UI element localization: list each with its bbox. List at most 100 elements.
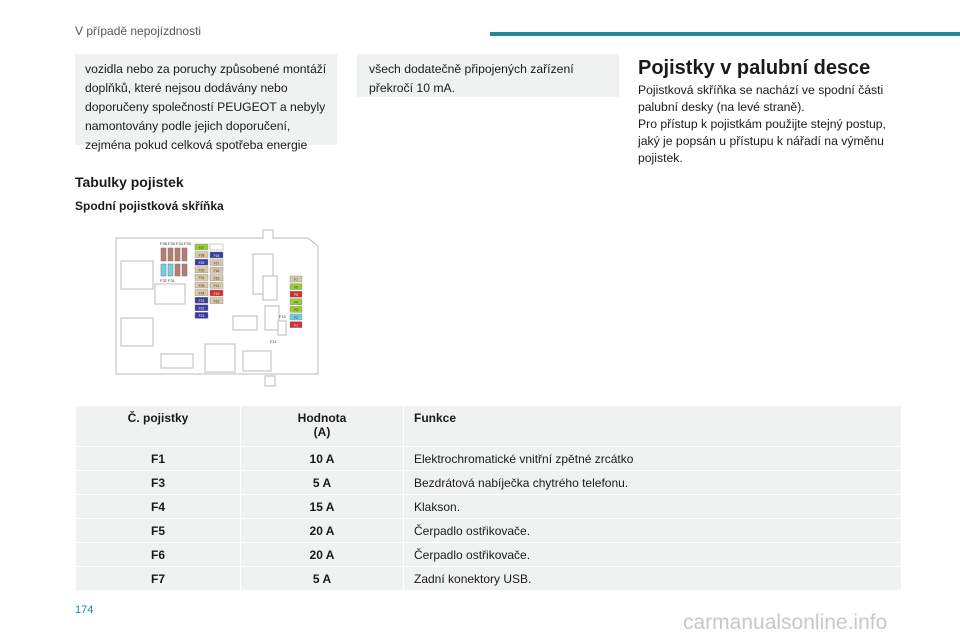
paragraph-line: pojistek. <box>638 151 683 165</box>
fuse-function: Zadní konektory USB. <box>403 566 902 591</box>
fuse-slot <box>209 297 224 304</box>
fuse-slot-label: F5 <box>294 293 298 297</box>
note-line: překročí 10 mA. <box>369 81 456 95</box>
note-line: doplňků, které nejsou dodávány nebo <box>85 81 288 95</box>
fuse-slot-label: F3 <box>294 308 298 312</box>
header-value: Hodnota (A) <box>240 405 404 447</box>
fuse-slot-label: F25 <box>199 284 205 288</box>
fuse-slot-label: F27 <box>199 246 205 250</box>
fuse-slot-label: F14 <box>214 284 220 288</box>
diagram-label: F36 F35 F34 F33 <box>160 241 192 246</box>
fuse-slot-label: F30 <box>199 269 205 273</box>
diagram-label: F32 F31 <box>160 278 176 283</box>
header-number: Č. pojistky <box>75 405 241 447</box>
fuse-slot <box>209 243 224 251</box>
fuse-value: 20 A <box>240 542 404 567</box>
fuse-slot-label: F23 <box>199 299 205 303</box>
watermark: carmanualsonline.info <box>683 611 888 634</box>
fuse-value: 20 A <box>240 518 404 543</box>
fuse-slot <box>289 306 303 313</box>
table-row: F6 20 A Čerpadlo ostřikovače. <box>75 542 902 567</box>
lower-box-heading: Spodní pojistková skříňka <box>75 199 224 213</box>
fuse-slot-label: F18 <box>214 254 220 258</box>
fuse-tables-heading: Tabulky pojistek <box>75 174 184 190</box>
fuse-slot <box>209 251 224 259</box>
fuse-slot <box>289 313 303 321</box>
table-row: F5 20 A Čerpadlo ostřikovače. <box>75 518 902 543</box>
fuse-number: F7 <box>75 566 241 591</box>
fuse-slot-label: F12 <box>214 299 220 303</box>
fuse-slot <box>194 281 209 289</box>
section-title: Pojistky v palubní desce <box>638 57 871 79</box>
fuse-slot <box>289 275 303 283</box>
fuse-slot-label: F17 <box>214 261 220 265</box>
table-header-row: Č. pojistky Hodnota (A) Funkce <box>75 405 902 447</box>
fuse-slot <box>194 243 209 251</box>
note-line: doporučeny společností PEUGEOT a nebyly <box>85 100 326 114</box>
fuse-slot <box>209 274 224 281</box>
fuse-slot <box>209 259 224 266</box>
table-row: F1 10 A Elektrochromatické vnitřní zpětn… <box>75 446 902 471</box>
fuse-slot-label: F7 <box>294 278 298 282</box>
fuse-number: F4 <box>75 494 241 519</box>
fuse-slot-label: F31 <box>199 276 205 280</box>
fuse-function: Bezdrátová nabíječka chytrého telefonu. <box>403 470 902 495</box>
fuse-stack-right: F7 F6 F5 F4 F3 F2 F1 <box>289 275 303 328</box>
fuse-slot <box>194 259 209 266</box>
fuse-value: 10 A <box>240 446 404 471</box>
fuse-slot-label: F1 <box>294 323 298 327</box>
fuse-slot <box>209 289 224 297</box>
fuse-number: F3 <box>75 470 241 495</box>
note-line: zejména pokud celková spotřeba energie <box>85 138 308 152</box>
note-box-left: vozidla nebo za poruchy způsobené montáž… <box>75 54 337 152</box>
running-header: V případě nepojízdnosti <box>75 24 202 38</box>
fuse-box-diagram: F36 F35 F34 F33 F32 F31 F27F28F29F30F31F… <box>115 229 319 387</box>
fuse-function: Čerpadlo ostřikovače. <box>403 518 902 543</box>
diagram-label: F11 <box>270 339 277 344</box>
table-row: F4 15 A Klakson. <box>75 494 902 519</box>
fuse-slot <box>289 298 303 306</box>
table-row: F7 5 A Zadní konektory USB. <box>75 566 902 591</box>
note-line: vozidla nebo za poruchy způsobené montáž… <box>85 62 327 76</box>
fuse-number: F6 <box>75 542 241 567</box>
fuse-slot <box>209 267 224 274</box>
fuse-slot-label: F4 <box>294 301 298 305</box>
table-row: F3 5 A Bezdrátová nabíječka chytrého tel… <box>75 470 902 495</box>
note-box-middle: všech dodatečně připojených zařízení pře… <box>357 54 619 97</box>
fuse-slot-label: F2 <box>294 316 298 320</box>
fuse-slot <box>289 283 303 290</box>
page-number: 174 <box>75 604 94 616</box>
header-value-line: Hodnota <box>297 411 347 425</box>
fuse-slot <box>194 274 209 281</box>
fuse-slot-label: F28 <box>199 253 205 257</box>
fuse-slot <box>194 304 209 312</box>
fuse-slot-label: F13 <box>214 292 220 296</box>
fuse-column-right: F18 F17 F16 F15 F14 F13 F12 <box>209 243 224 304</box>
fuse-slot <box>209 282 224 289</box>
fuse-slot-label: F29 <box>199 261 205 265</box>
fuse-slot-label: F24 <box>199 291 205 295</box>
fuse-column-left: F27 F28 F29 F30 F31 F25 F24 F23 F22 F21 <box>194 243 209 319</box>
fuse-function: Klakson. <box>403 494 902 519</box>
fuse-number: F1 <box>75 446 241 471</box>
fuse-value: 5 A <box>240 566 404 591</box>
fuse-function: Čerpadlo ostřikovače. <box>403 542 902 567</box>
fuse-table: Č. pojistky Hodnota (A) Funkce F1 10 A E… <box>75 405 902 591</box>
section-paragraph: Pojistková skříňka se nachází ve spodní … <box>638 82 898 167</box>
fuse-slot-label: F22 <box>199 307 205 311</box>
note-line: namontovány podle jejich doporučení, <box>85 119 291 133</box>
header-accent-bar <box>490 32 960 36</box>
fuse-slot-label: F6 <box>294 285 298 289</box>
fuse-number: F5 <box>75 518 241 543</box>
fuse-slot-label: F16 <box>214 269 220 273</box>
fuse-slot <box>289 321 303 328</box>
fuse-slot <box>194 296 209 304</box>
fuse-function: Elektrochromatické vnitřní zpětné zrcátk… <box>403 446 902 471</box>
fuse-slot-label: F15 <box>214 277 220 281</box>
fuse-value: 15 A <box>240 494 404 519</box>
fuse-slot <box>194 312 209 319</box>
diagram-label: F10 <box>279 314 287 319</box>
fuse-slot-label: F21 <box>199 314 205 318</box>
header-value-line: (A) <box>313 425 331 439</box>
paragraph-line: palubní desky (na levé straně). <box>638 100 805 114</box>
